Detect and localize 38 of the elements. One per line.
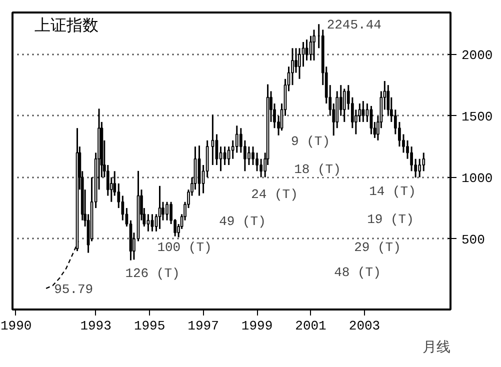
x-tick-label: 1990 — [0, 318, 32, 334]
x-tick-label: 1997 — [188, 318, 219, 334]
candlestick — [150, 213, 154, 232]
x-tick-label: 2003 — [348, 318, 380, 334]
annotation: 18 (T) — [294, 162, 341, 177]
candlestick — [166, 201, 168, 222]
y-tick-label: 1500 — [462, 109, 493, 124]
x-tick-label: 1995 — [134, 318, 166, 334]
annotation: 49 (T) — [219, 214, 266, 229]
candlestick — [256, 152, 258, 172]
candlestick — [146, 213, 150, 232]
candlestick — [223, 146, 226, 166]
annotation: 9 (T) — [290, 134, 330, 149]
candlestick — [235, 124, 238, 154]
text: 月线 — [422, 340, 450, 356]
y-tick-label: 1000 — [462, 170, 493, 186]
candlestick — [252, 146, 254, 166]
candlestick — [211, 114, 214, 166]
annotation: 19 (T) — [367, 212, 414, 227]
annotation: 126 (T) — [125, 266, 180, 281]
chart-title: 上证指数 — [34, 16, 98, 34]
annotation: 48 (T) — [334, 265, 381, 280]
y-tick-label: 2000 — [462, 48, 493, 63]
annotation: 2245.44 — [326, 18, 382, 33]
candlestick — [248, 146, 250, 166]
annotation: 100 (T) — [157, 240, 212, 255]
annotation: 24 (T) — [251, 187, 298, 202]
candlestick — [342, 88, 346, 123]
annotation: 14 (T) — [369, 184, 416, 199]
annotation: 29 (T) — [354, 240, 401, 255]
x-tick-label: 1999 — [241, 318, 273, 334]
x-tick-label: 1993 — [80, 318, 112, 334]
candlestick — [302, 41, 305, 68]
candlestick — [362, 100, 365, 123]
annotation: 95.79 — [54, 282, 94, 297]
candlestick — [418, 158, 422, 178]
y-tick-label: 500 — [462, 232, 485, 248]
x-tick-label: 2001 — [295, 318, 327, 334]
